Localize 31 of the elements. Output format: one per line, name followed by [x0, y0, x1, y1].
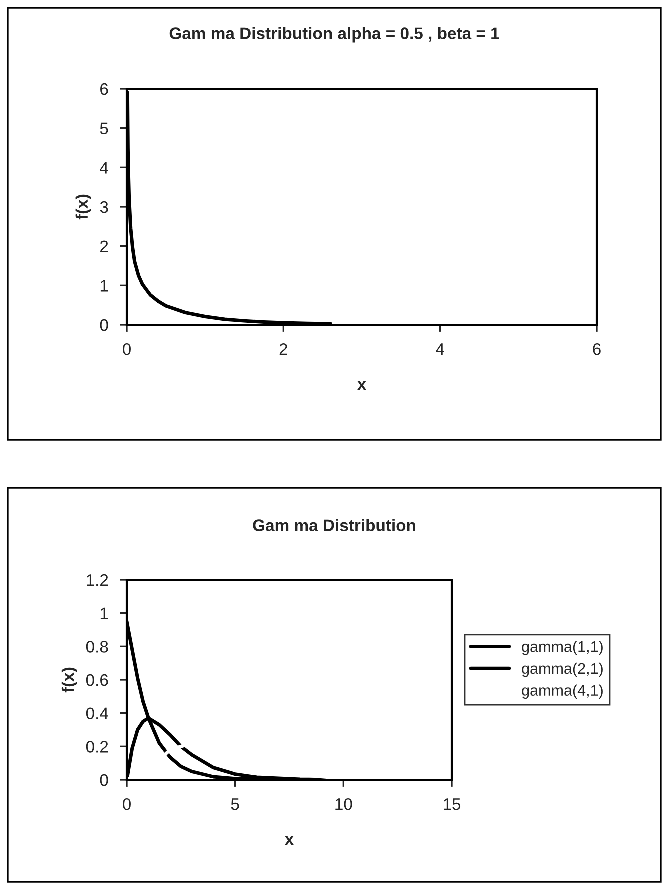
y-tick-label: 2 [100, 240, 108, 252]
y-tick-label: 1 [100, 608, 108, 620]
y-axis-title: f(x) [76, 194, 92, 220]
legend-label: gamma(1,1) [522, 641, 603, 656]
x-tick-label: 10 [336, 798, 352, 810]
x-tick-label: 2 [280, 343, 288, 356]
y-tick-label: 1 [100, 280, 108, 292]
x-axis-title: x [284, 836, 294, 846]
chart-title: Gam ma Distribution alpha = 0.5 , beta = 1 [170, 27, 500, 43]
x-tick-label: 5 [231, 798, 240, 810]
x-tick-label: 0 [123, 343, 131, 356]
x-tick-label: 0 [123, 798, 131, 810]
x-axis-title: x [357, 381, 367, 390]
y-tick-label: 4 [100, 162, 108, 174]
chart-title: Gam ma Distribution [253, 519, 416, 532]
y-tick-label: 0 [100, 774, 108, 786]
y-axis-title: f(x) [62, 668, 78, 693]
y-tick-label: 0 [100, 319, 108, 332]
text: gamma(4,1) [522, 684, 603, 699]
y-tick-label: 3 [100, 201, 108, 214]
y-tick-label: 6 [100, 83, 108, 96]
y-tick-label: 5 [100, 122, 108, 135]
x-tick-label: 15 [444, 798, 461, 810]
x-tick-label: 6 [593, 343, 601, 356]
legend-label: gamma(2,1) [522, 662, 603, 678]
y-tick-label: 0.8 [86, 641, 108, 653]
y-tick-label: 0.6 [86, 674, 108, 686]
y-tick-label: 0.2 [86, 741, 108, 753]
y-tick-label: 1.2 [87, 574, 108, 586]
y-tick-label: 0.4 [86, 708, 108, 720]
x-tick-label: 4 [436, 344, 444, 356]
